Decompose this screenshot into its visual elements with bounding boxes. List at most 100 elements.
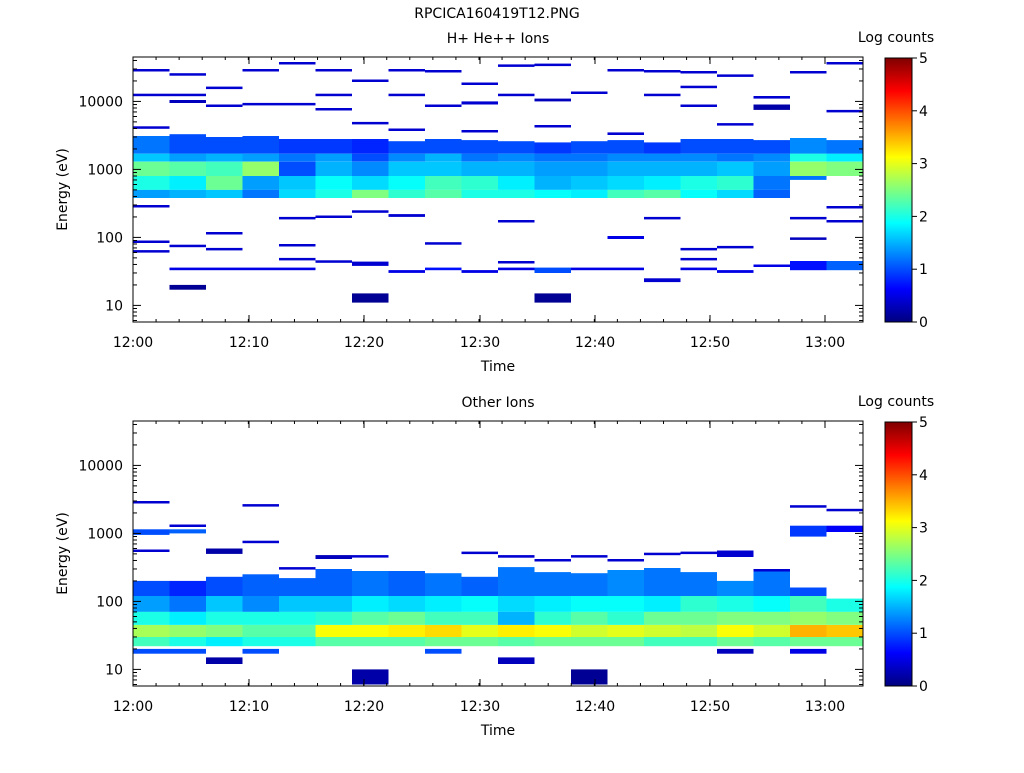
colorbar-tick-label: 5 [919, 415, 928, 431]
heatmap-cell [826, 508, 863, 512]
y-tick-label: 100 [96, 594, 123, 610]
heatmap-cell [826, 625, 863, 637]
heatmap-cell [498, 220, 535, 223]
heatmap-cell [425, 596, 462, 612]
heatmap-cell [279, 153, 316, 162]
y-tick-label: 1000 [87, 162, 123, 178]
heatmap-cell [425, 70, 462, 73]
y-tick-label: 100 [96, 230, 123, 246]
heatmap-cell [607, 559, 644, 562]
heatmap-cell [534, 596, 571, 612]
heatmap-cell [461, 576, 498, 596]
y-tick-label: 1000 [87, 526, 123, 542]
heatmap-cell [790, 176, 827, 180]
heatmap-cell [534, 153, 571, 162]
heatmap-cell [680, 611, 717, 625]
heatmap-cell [169, 637, 206, 647]
heatmap-cell [753, 569, 790, 572]
heatmap-cell [461, 270, 498, 273]
heatmap-cell [790, 71, 827, 74]
heatmap-cell [790, 587, 827, 596]
heatmap-cell [498, 141, 535, 154]
colorbar [884, 57, 913, 323]
y-tick-label: 10000 [78, 94, 123, 110]
x-tick-label: 12:30 [460, 335, 500, 351]
heatmap-cell [242, 574, 279, 596]
heatmap-cell [461, 82, 498, 85]
heatmap-cell [534, 161, 571, 176]
y-tick-label: 10 [105, 298, 123, 314]
heatmap-cell [680, 153, 717, 162]
heatmap-cell [133, 240, 170, 243]
heatmap-cell [169, 244, 206, 248]
heatmap-cell [717, 74, 754, 77]
heatmap-cell [680, 176, 717, 190]
heatmap-cell [461, 101, 498, 105]
heatmap-cell [571, 573, 608, 596]
x-tick-label: 13:00 [805, 699, 845, 715]
heatmap-cell [279, 567, 316, 570]
heatmap-cell [133, 136, 170, 154]
colorbar-tick-label: 3 [919, 521, 928, 537]
heatmap-cell [315, 596, 352, 612]
heatmap-cell [133, 549, 170, 552]
heatmap-cell [717, 139, 754, 154]
heatmap-cell [133, 580, 170, 596]
heatmap-cell [680, 637, 717, 647]
heatmap-cell [753, 189, 790, 198]
heatmap-cell [133, 93, 170, 97]
heatmap-cell [133, 176, 170, 190]
heatmap-cell [461, 596, 498, 612]
heatmap-cell [644, 142, 681, 154]
heatmap-cell [680, 551, 717, 555]
panel-title: Other Ions [461, 395, 534, 411]
heatmap-cell [717, 153, 754, 162]
heatmap-cell [498, 567, 535, 597]
heatmap-cell [498, 64, 535, 67]
heatmap-cell [279, 216, 316, 220]
heatmap-cell [534, 611, 571, 625]
heatmap-cell [388, 596, 425, 612]
heatmap-cell [169, 176, 206, 190]
heatmap-cell [680, 267, 717, 271]
heatmap-cell [169, 153, 206, 162]
heatmap-cell [388, 153, 425, 162]
heatmap-cell [644, 189, 681, 198]
heatmap-cell [133, 250, 170, 253]
heatmap-cell [388, 141, 425, 154]
heatmap-cell [242, 504, 279, 507]
heatmap-cell [388, 93, 425, 97]
heatmap-cell [388, 270, 425, 273]
x-tick-label: 12:10 [229, 335, 269, 351]
heatmap-cell [644, 153, 681, 162]
heatmap-cell [680, 71, 717, 74]
heatmap-cell [498, 555, 535, 558]
heatmap-cell [169, 189, 206, 198]
heatmap-cell [644, 568, 681, 596]
heatmap-cell [206, 189, 243, 198]
heatmap-cell [169, 580, 206, 596]
heatmap-cell [425, 625, 462, 637]
heatmap-cell [498, 625, 535, 637]
heatmap-cell [717, 637, 754, 647]
heatmap-cell [717, 550, 754, 557]
heatmap-cell [826, 161, 863, 176]
x-tick-label: 12:10 [229, 699, 269, 715]
heatmap-cell [461, 176, 498, 190]
heatmap-cell [534, 189, 571, 198]
heatmap-cell [607, 637, 644, 647]
heatmap-cell [206, 104, 243, 107]
heatmap-cell [790, 138, 827, 154]
heatmap-cell [242, 161, 279, 176]
heatmap-cell [315, 176, 352, 190]
heatmap-cell [680, 596, 717, 612]
heatmap-cell [534, 176, 571, 190]
heatmap-cell [242, 136, 279, 154]
heatmap-cell [388, 625, 425, 637]
heatmap-cell [242, 176, 279, 190]
heatmap-cell [315, 569, 352, 597]
heatmap-cell [352, 571, 389, 596]
heatmap-cell [607, 153, 644, 162]
colorbar-label: Log counts [858, 30, 934, 46]
